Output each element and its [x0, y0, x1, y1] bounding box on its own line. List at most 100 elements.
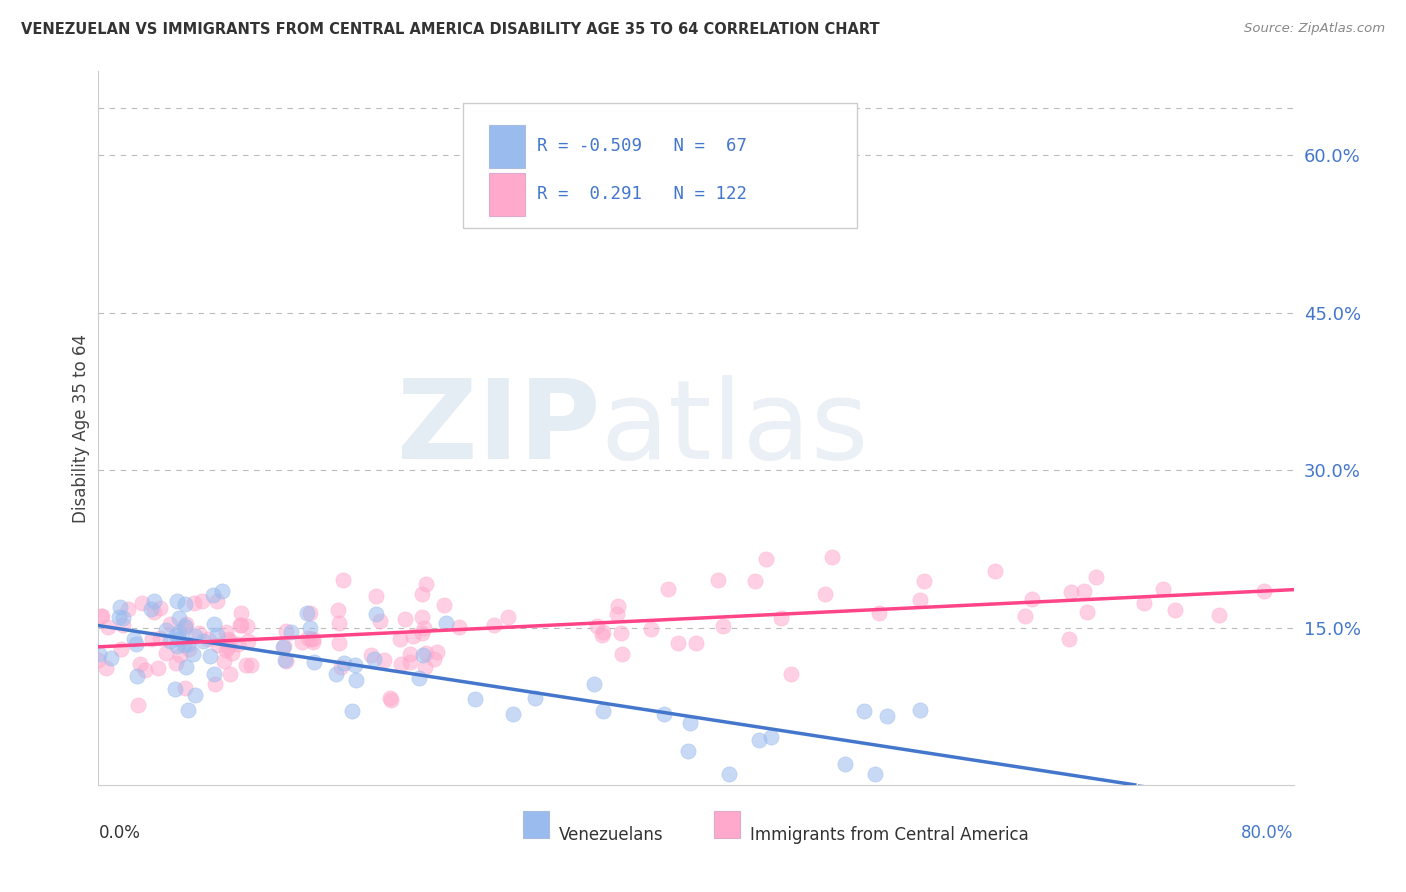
Point — [139, 602, 162, 616]
Point — [302, 632, 325, 647]
Point — [610, 647, 633, 661]
Point — [166, 628, 188, 642]
Point — [129, 657, 152, 671]
Point — [273, 639, 295, 653]
Point — [852, 704, 875, 718]
Point — [149, 601, 172, 615]
Point — [585, 619, 607, 633]
Point — [90, 608, 112, 623]
Point — [434, 616, 457, 631]
Point — [411, 625, 433, 640]
Point — [219, 666, 242, 681]
Point — [173, 638, 195, 652]
Point — [583, 676, 606, 690]
Point — [183, 629, 205, 643]
Point — [449, 619, 471, 633]
Point — [274, 654, 297, 668]
Point — [343, 658, 366, 673]
Point — [868, 606, 890, 620]
Point — [711, 619, 734, 633]
Point — [166, 639, 188, 653]
Point — [177, 637, 200, 651]
Point — [299, 622, 322, 636]
Point — [908, 703, 931, 717]
Point — [148, 661, 170, 675]
Point — [217, 640, 239, 654]
Point — [748, 733, 770, 747]
Point — [402, 629, 425, 643]
Point — [181, 647, 204, 661]
Point — [110, 599, 132, 614]
Point — [413, 659, 436, 673]
Point — [609, 625, 631, 640]
Point — [984, 564, 1007, 578]
Point — [865, 767, 887, 781]
Point — [122, 632, 145, 646]
Point — [654, 706, 676, 721]
Point — [640, 622, 662, 636]
Point — [302, 635, 325, 649]
Point — [378, 691, 401, 706]
Point — [685, 635, 707, 649]
Point — [125, 637, 148, 651]
Point — [177, 703, 200, 717]
Point — [373, 652, 395, 666]
Point — [191, 594, 214, 608]
Point — [394, 612, 416, 626]
Point — [415, 646, 437, 660]
Point — [202, 666, 225, 681]
Point — [169, 648, 191, 662]
Point — [668, 636, 690, 650]
Point — [821, 550, 844, 565]
Point — [814, 587, 837, 601]
Point — [330, 660, 353, 674]
Point — [96, 661, 118, 675]
Point — [332, 573, 354, 587]
Point — [328, 636, 350, 650]
Point — [184, 688, 207, 702]
Point — [111, 611, 134, 625]
Point — [413, 621, 436, 635]
Point — [676, 744, 699, 758]
Point — [174, 597, 197, 611]
Point — [212, 655, 235, 669]
Point — [143, 605, 166, 619]
Point — [1133, 596, 1156, 610]
Point — [108, 609, 131, 624]
Point — [607, 599, 630, 614]
Point — [411, 610, 433, 624]
Point — [240, 657, 263, 672]
Point — [1253, 584, 1275, 599]
Point — [89, 648, 111, 662]
Point — [415, 576, 437, 591]
Point — [342, 704, 364, 718]
Point — [298, 607, 321, 621]
Point — [167, 632, 190, 647]
Text: Venezuelans: Venezuelans — [558, 826, 664, 844]
Point — [149, 632, 172, 646]
Point — [291, 634, 314, 648]
Point — [388, 632, 411, 647]
Point — [426, 645, 449, 659]
Bar — [523, 812, 548, 838]
Point — [165, 656, 187, 670]
Point — [1060, 585, 1083, 599]
Bar — [489, 125, 524, 168]
Point — [363, 652, 385, 666]
Point — [366, 589, 388, 603]
Point — [202, 588, 225, 602]
Point — [226, 637, 249, 651]
Point — [110, 641, 132, 656]
Point — [165, 682, 187, 697]
Bar — [714, 812, 740, 838]
Point — [202, 617, 225, 632]
Point — [169, 625, 191, 640]
Point — [205, 593, 228, 607]
Point — [280, 625, 302, 640]
Point — [134, 663, 156, 677]
Point — [271, 640, 294, 655]
Point — [112, 618, 135, 632]
Point — [1208, 607, 1230, 622]
Point — [183, 596, 205, 610]
Point — [464, 692, 486, 706]
